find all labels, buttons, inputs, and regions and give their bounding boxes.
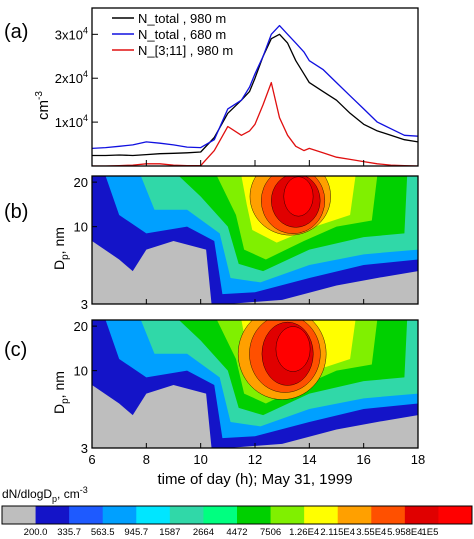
x-tick-label-4: 14 xyxy=(302,452,316,467)
colorbar-swatch-13 xyxy=(438,506,473,524)
a-ytick-label-1: 2x104 xyxy=(55,69,88,86)
colorbar-label-12: 1E5 xyxy=(422,527,439,538)
series-line-1 xyxy=(92,24,418,150)
panel-a-plot xyxy=(92,24,418,166)
svg-text:Dp, nm: Dp, nm xyxy=(51,371,71,414)
c-plot-ytick-label-2: 20 xyxy=(74,319,88,334)
contour-blob-3 xyxy=(275,326,311,372)
panel-b-label: (b) xyxy=(4,201,28,223)
colorbar-label-11: 5.958E4 xyxy=(387,527,422,538)
colorbar-swatch-5 xyxy=(169,506,204,524)
colorbar-label-6: 4472 xyxy=(226,527,247,538)
panel-c: (c) 3 10 20 Dp, nm 6 8 10 12 14 16 18 time of da… xyxy=(4,319,425,488)
panel-c-contour xyxy=(92,320,418,448)
colorbar-title-unit: , cm xyxy=(57,487,80,501)
panel-a-ylabel: cm-3 xyxy=(34,91,52,120)
x-tick-label-6: 18 xyxy=(411,452,425,467)
svg-text:Dp, nm: Dp, nm xyxy=(51,227,71,270)
legend-label-0: N_total , 980 m xyxy=(138,11,226,26)
colorbar-label-4: 1587 xyxy=(159,527,180,538)
a-ytick-exp-0: 4 xyxy=(83,113,88,123)
colorbar-swatch-6 xyxy=(203,506,238,524)
panel-b-ylabel-sub: p xyxy=(60,254,71,260)
a-ytick-exp-1: 4 xyxy=(83,69,88,79)
colorbar-swatch-7 xyxy=(237,506,272,524)
colorbar-title-sub: p xyxy=(52,494,57,504)
colorbar-label-7: 7506 xyxy=(260,527,281,538)
colorbar-swatch-3 xyxy=(102,506,137,524)
panel-b: (b) 3 10 20 Dp, nm xyxy=(4,175,419,312)
colorbar-label-2: 563.5 xyxy=(91,527,115,538)
a-ytick-exp-2: 4 xyxy=(83,25,88,35)
a-ytick-label-0: 1x104 xyxy=(55,113,88,130)
b-plot-ytick-label-1: 10 xyxy=(74,220,88,235)
a-ytick-label-2: 3x104 xyxy=(55,25,88,42)
colorbar-label-0: 200.0 xyxy=(24,527,48,538)
panel-b-ylabel-main: D xyxy=(51,260,67,270)
panel-b-ticks: 3 10 20 xyxy=(74,175,419,312)
panel-a-ylabel-exp: -3 xyxy=(34,91,45,100)
panel-a-legend: N_total , 980 mN_total , 680 mN_[3;11] ,… xyxy=(112,11,233,58)
b-plot-ytick-label-0: 3 xyxy=(81,297,88,312)
colorbar-swatch-2 xyxy=(69,506,104,524)
panel-b-ylabel-unit: , nm xyxy=(51,227,67,254)
colorbar-title: dN/dlogD xyxy=(2,487,52,501)
colorbar-swatch-8 xyxy=(270,506,305,524)
a-ytick-mantissa-1: 2x10 xyxy=(55,71,83,86)
panel-a-label: (a) xyxy=(4,21,28,43)
colorbar-label-3: 945.7 xyxy=(124,527,148,538)
colorbar-label-10: 3.55E4 xyxy=(356,527,386,538)
panel-a-ylabel-text: cm xyxy=(35,100,52,120)
colorbar-swatch-4 xyxy=(136,506,171,524)
colorbar-label-8: 1.26E4 xyxy=(289,527,319,538)
colorbar: dN/dlogDp, cm-3 200.0 335.7 563.5 945.7 1587… xyxy=(1,485,473,538)
svg-text:dN/dlogDp, cm-3: dN/dlogDp, cm-3 xyxy=(2,485,88,504)
x-tick-label-3: 12 xyxy=(248,452,262,467)
panel-c-ylabel: Dp, nm xyxy=(51,371,71,414)
panel-c-ylabel-main: D xyxy=(51,404,67,414)
x-tick-label-0: 6 xyxy=(88,452,95,467)
colorbar-label-1: 335.7 xyxy=(57,527,81,538)
x-axis-label: time of day (h); May 31, 1999 xyxy=(157,471,352,488)
b-plot-ytick-label-2: 20 xyxy=(74,175,88,190)
a-ytick-mantissa-0: 1x10 xyxy=(55,115,83,130)
colorbar-swatch-1 xyxy=(35,506,70,524)
colorbar-title-exp: -3 xyxy=(80,485,88,495)
colorbar-swatch-10 xyxy=(337,506,372,524)
colorbar-label-5: 2664 xyxy=(193,527,214,538)
svg-text:cm-3: cm-3 xyxy=(34,91,52,120)
legend-label-1: N_total , 680 m xyxy=(138,27,226,42)
colorbar-swatch-9 xyxy=(304,506,339,524)
colorbar-swatch-11 xyxy=(371,506,406,524)
panel-c-ylabel-unit: , nm xyxy=(51,371,67,398)
panel-b-contour xyxy=(92,176,418,304)
x-tick-label-1: 8 xyxy=(143,452,150,467)
panel-c-ticks: 3 10 20 xyxy=(74,319,419,456)
colorbar-swatch-0 xyxy=(2,506,37,524)
panel-c-label: (c) xyxy=(4,339,27,361)
x-tick-labels: 6 8 10 12 14 16 18 xyxy=(88,452,425,467)
x-tick-label-5: 16 xyxy=(356,452,370,467)
legend-label-2: N_[3;11] , 980 m xyxy=(138,43,233,58)
series-line-2 xyxy=(92,81,418,166)
c-plot-ytick-label-0: 3 xyxy=(81,441,88,456)
a-ytick-mantissa-2: 3x10 xyxy=(55,27,83,42)
contour-blob-3 xyxy=(283,176,314,217)
colorbar-swatch-12 xyxy=(404,506,439,524)
panel-b-ylabel: Dp, nm xyxy=(51,227,71,270)
panel-c-ylabel-sub: p xyxy=(60,398,71,404)
c-plot-ytick-label-1: 10 xyxy=(74,364,88,379)
x-tick-label-2: 10 xyxy=(193,452,207,467)
colorbar-frame xyxy=(1,505,473,525)
colorbar-label-9: 2.115E4 xyxy=(320,527,355,538)
